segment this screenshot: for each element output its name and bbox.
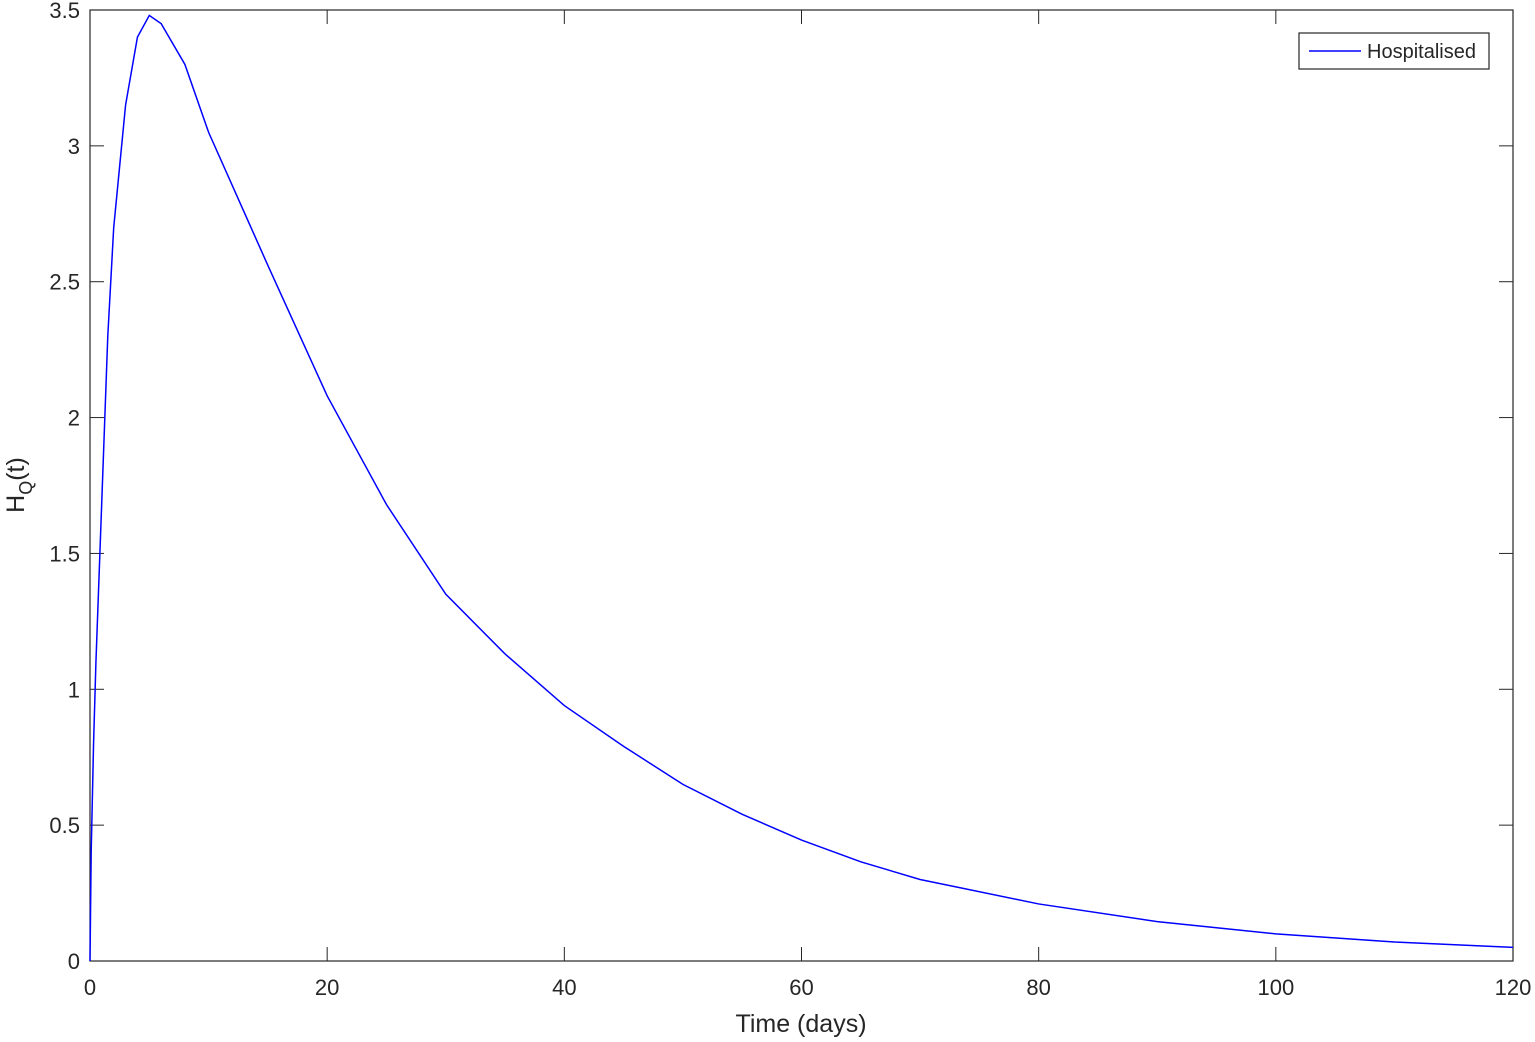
x-axis-label: Time (days) [735,1010,866,1038]
y-label-main: H [2,495,30,513]
x-tick-label: 0 [84,975,96,1000]
y-tick-label: 0.5 [49,813,80,838]
x-tick-label: 120 [1495,975,1532,1000]
x-tick-label: 80 [1026,975,1050,1000]
y-tick-label: 0 [68,949,80,974]
x-tick-label: 40 [552,975,576,1000]
plot-box [89,9,1514,962]
x-tick-label: 60 [789,975,813,1000]
x-tick-label: 100 [1257,975,1294,1000]
x-tick-label: 20 [315,975,339,1000]
y-label-suffix: (t) [2,457,30,481]
y-tick-label: 2 [68,406,80,431]
y-tick-label: 2.5 [49,270,80,295]
legend-label: Hospitalised [1367,41,1476,63]
y-label-subscript: Q [16,481,36,495]
y-tick-label: 3 [68,134,80,159]
line-series [89,14,1514,962]
y-tick-label: 3.5 [49,0,80,23]
y-axis-label: HQ(t) [2,457,36,513]
y-tick-label: 1.5 [49,541,80,566]
y-tick-label: 1 [68,677,80,702]
